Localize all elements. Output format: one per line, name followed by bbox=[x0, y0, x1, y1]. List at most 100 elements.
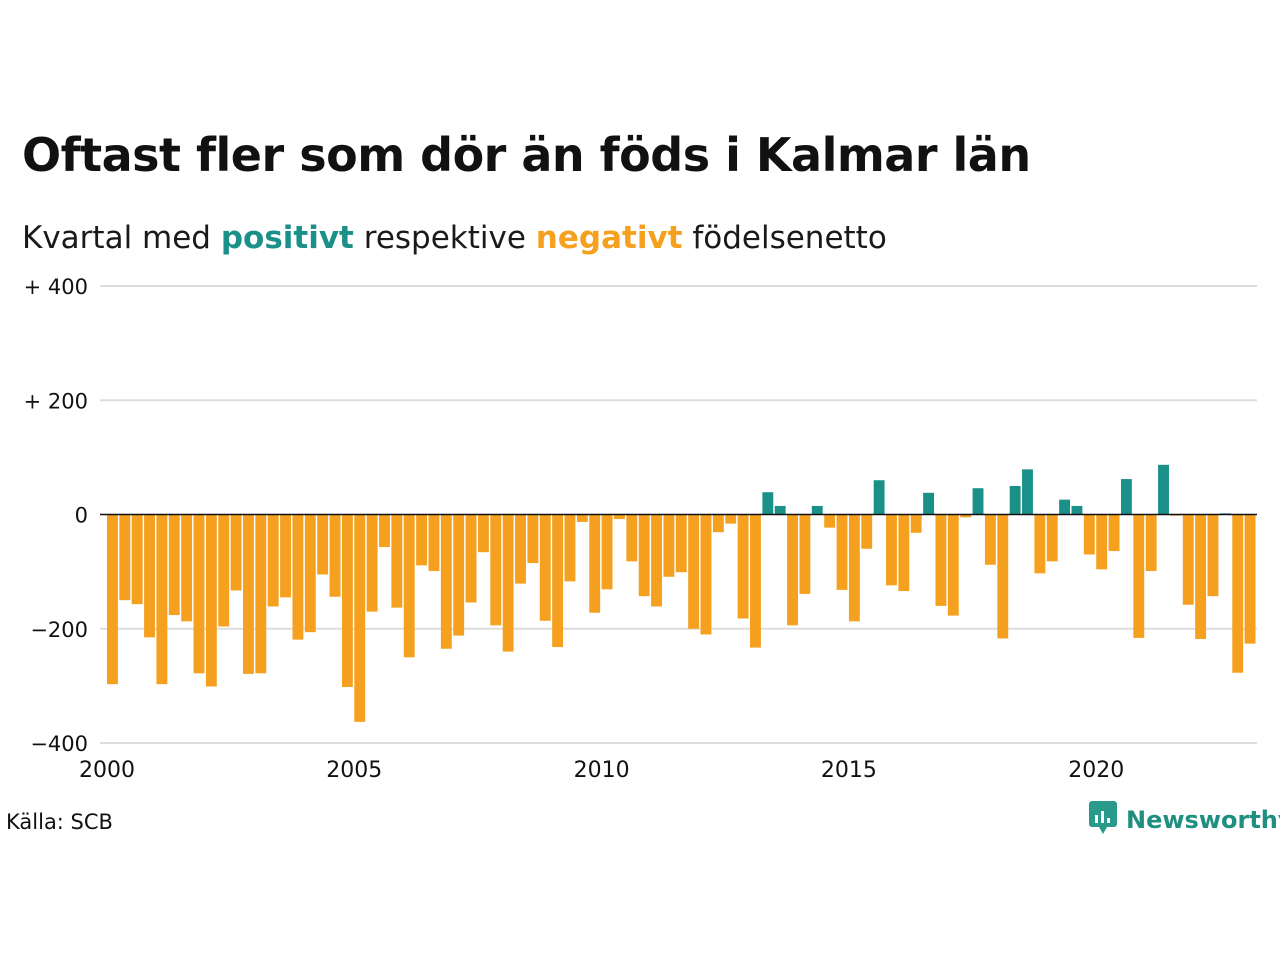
bar bbox=[267, 514, 279, 607]
brand-logo[interactable]: Newsworthy bbox=[1088, 800, 1280, 840]
bar bbox=[638, 514, 650, 597]
bar bbox=[515, 514, 526, 584]
bar bbox=[589, 514, 601, 613]
x-tick-label: 2020 bbox=[1068, 758, 1124, 783]
bar bbox=[613, 514, 625, 520]
bar bbox=[1108, 514, 1120, 552]
bar bbox=[1083, 514, 1095, 555]
bar bbox=[1009, 485, 1021, 515]
bars bbox=[107, 464, 1256, 722]
x-tick-label: 2000 bbox=[79, 758, 135, 783]
bar bbox=[329, 514, 341, 597]
bar bbox=[107, 514, 118, 685]
bar bbox=[1133, 514, 1145, 638]
bar bbox=[168, 514, 180, 616]
bar bbox=[1071, 505, 1083, 515]
bar bbox=[243, 514, 254, 674]
bar bbox=[737, 514, 749, 619]
bar bbox=[762, 492, 774, 515]
subtitle-text-after: födelsenetto bbox=[692, 220, 887, 256]
bar bbox=[626, 514, 638, 562]
chart-subtitle: Kvartal med positivt respektive negativt… bbox=[22, 220, 887, 256]
bar bbox=[712, 514, 724, 533]
bar bbox=[1195, 514, 1207, 640]
bar bbox=[490, 514, 502, 626]
bar bbox=[119, 514, 131, 601]
bar bbox=[527, 514, 539, 564]
bar bbox=[1232, 514, 1244, 673]
newsworthy-logo-icon bbox=[1088, 800, 1118, 840]
brand-name: Newsworthy bbox=[1126, 806, 1280, 834]
bar bbox=[366, 514, 378, 612]
bar bbox=[280, 514, 291, 598]
bar bbox=[935, 514, 947, 606]
bar bbox=[539, 514, 551, 621]
bar bbox=[1120, 479, 1132, 515]
bar bbox=[416, 514, 428, 566]
bar bbox=[440, 514, 452, 649]
y-tick-label: −400 bbox=[30, 732, 88, 756]
bar bbox=[799, 514, 811, 594]
y-tick-label: −200 bbox=[30, 618, 88, 642]
bar bbox=[601, 514, 613, 590]
bar bbox=[391, 514, 403, 608]
bar bbox=[725, 514, 737, 524]
bar bbox=[255, 514, 267, 674]
bar bbox=[688, 514, 700, 629]
bar bbox=[861, 514, 873, 549]
subtitle-text-middle: respektive bbox=[363, 220, 526, 256]
bar bbox=[379, 514, 390, 548]
bar bbox=[292, 514, 304, 640]
subtitle-positive-label: positivt bbox=[220, 220, 354, 256]
bar bbox=[230, 514, 242, 591]
bar bbox=[873, 480, 885, 515]
bar bbox=[144, 514, 155, 638]
bar bbox=[787, 514, 798, 626]
bar bbox=[947, 514, 959, 616]
bar bbox=[663, 514, 675, 577]
bar bbox=[1096, 514, 1108, 570]
bar bbox=[354, 514, 366, 722]
bar bbox=[465, 514, 477, 603]
x-tick-label: 2015 bbox=[821, 758, 877, 783]
y-tick-label: + 200 bbox=[24, 389, 88, 413]
y-tick-label: + 400 bbox=[24, 275, 88, 299]
bar bbox=[848, 514, 860, 622]
bar bbox=[304, 514, 316, 633]
bar bbox=[984, 514, 996, 565]
bar-chart: + 400 + 200 0 −200 −400 2000 2005 2010 2015 2020 bbox=[24, 275, 1257, 783]
x-tick-label: 2010 bbox=[574, 758, 630, 783]
bar bbox=[341, 514, 353, 688]
bar bbox=[477, 514, 489, 553]
bar bbox=[218, 514, 230, 627]
bar bbox=[923, 492, 935, 515]
y-axis-tick-labels: + 400 + 200 0 −200 −400 bbox=[24, 275, 88, 756]
bar bbox=[1244, 514, 1256, 644]
x-axis-tick-labels: 2000 2005 2010 2015 2020 bbox=[79, 758, 1124, 783]
bar bbox=[1182, 514, 1194, 605]
bar bbox=[750, 514, 761, 648]
bar bbox=[811, 505, 823, 515]
bar bbox=[960, 514, 972, 518]
bar bbox=[453, 514, 465, 636]
bar bbox=[898, 514, 910, 592]
bar bbox=[317, 514, 329, 575]
bar bbox=[824, 514, 836, 528]
bar bbox=[403, 514, 415, 658]
bar bbox=[181, 514, 193, 622]
bar bbox=[774, 505, 786, 515]
subtitle-negative-label: negativt bbox=[535, 220, 683, 256]
bar bbox=[675, 514, 687, 573]
bar bbox=[651, 514, 662, 607]
bar bbox=[205, 514, 217, 687]
bar bbox=[910, 514, 922, 533]
bar bbox=[1158, 464, 1169, 515]
x-tick-label: 2005 bbox=[326, 758, 382, 783]
bar bbox=[836, 514, 848, 590]
bar bbox=[1034, 514, 1046, 574]
bar bbox=[564, 514, 576, 582]
bar bbox=[1059, 499, 1071, 515]
bar bbox=[576, 514, 588, 522]
bar bbox=[1046, 514, 1058, 562]
bar bbox=[552, 514, 564, 648]
